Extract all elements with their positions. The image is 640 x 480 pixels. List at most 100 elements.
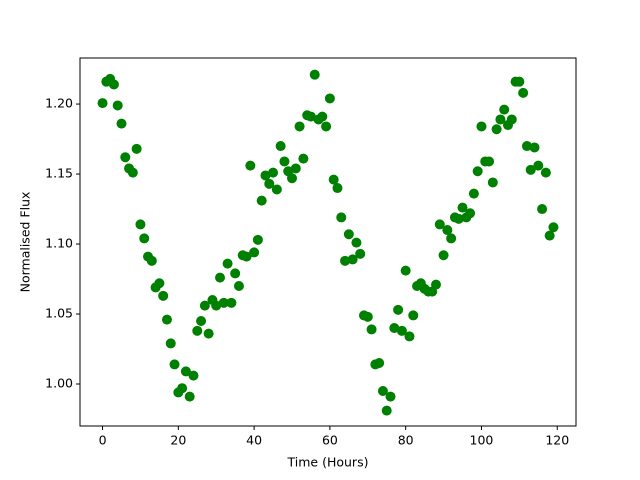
point (491, 124, 502, 135)
point (400, 265, 411, 276)
point (347, 254, 358, 265)
point (332, 183, 343, 194)
point (245, 160, 256, 171)
point (468, 188, 479, 199)
point (537, 204, 548, 215)
point (165, 338, 176, 349)
point (275, 141, 286, 152)
point (340, 255, 351, 266)
point (192, 325, 203, 336)
point (317, 111, 328, 122)
y-tick-label: 1.00 (45, 376, 73, 391)
point (230, 268, 241, 279)
plot-frame (79, 57, 577, 427)
point (499, 104, 510, 115)
point (241, 251, 252, 262)
point (196, 316, 207, 327)
point (518, 87, 529, 98)
y-axis-label: Normalised Flux (18, 192, 33, 293)
x-tick-label: 80 (398, 433, 414, 448)
point (120, 152, 131, 163)
point (268, 167, 279, 178)
point (453, 213, 464, 224)
point (116, 118, 127, 129)
point (305, 111, 316, 122)
point (112, 100, 123, 111)
point (108, 79, 119, 90)
point (188, 370, 199, 381)
point (233, 281, 244, 292)
point (465, 208, 476, 219)
point (279, 156, 290, 167)
y-tick-label: 1.05 (45, 306, 73, 321)
point (328, 174, 339, 185)
point (430, 279, 441, 290)
point (540, 167, 551, 178)
point (324, 93, 335, 104)
point (226, 297, 237, 308)
point (377, 386, 388, 397)
point (381, 405, 392, 416)
point (374, 358, 385, 369)
point (366, 324, 377, 335)
x-axis-label: Time (Hours) (287, 455, 369, 470)
point (385, 391, 396, 402)
point (264, 178, 275, 189)
point (287, 173, 298, 184)
point (154, 278, 165, 289)
point (525, 164, 536, 175)
point (294, 121, 305, 132)
point (336, 212, 347, 223)
point (355, 248, 366, 259)
point (408, 310, 419, 321)
y-tick-label: 1.10 (45, 236, 73, 251)
x-tick-label: 100 (470, 433, 494, 448)
point (484, 156, 495, 167)
point (442, 225, 453, 236)
point (404, 331, 415, 342)
point (215, 272, 226, 283)
x-tick-label: 0 (99, 433, 107, 448)
point (487, 177, 498, 188)
point (548, 222, 559, 233)
point (249, 247, 260, 258)
y-tick-label: 1.15 (45, 166, 73, 181)
point (211, 300, 222, 311)
point (533, 160, 544, 171)
point (218, 297, 229, 308)
point (298, 153, 309, 164)
point (158, 290, 169, 301)
x-tick-label: 60 (322, 433, 338, 448)
point (256, 195, 267, 206)
point (131, 143, 142, 154)
point (146, 255, 157, 266)
point (321, 121, 332, 132)
point (446, 233, 457, 244)
point (97, 98, 108, 109)
point (472, 166, 483, 177)
point (169, 359, 180, 370)
point (199, 300, 210, 311)
y-tick-label: 1.20 (45, 96, 73, 111)
point (180, 366, 191, 377)
point (260, 170, 271, 181)
point (457, 202, 468, 213)
point (309, 69, 320, 80)
point (544, 230, 555, 241)
point (139, 233, 150, 244)
point (389, 323, 400, 334)
point (434, 219, 445, 230)
point (529, 142, 540, 153)
point (438, 250, 449, 261)
point (514, 76, 525, 87)
point (506, 114, 517, 125)
point (161, 314, 172, 325)
point (362, 311, 373, 322)
point (184, 391, 195, 402)
x-tick-label: 120 (545, 433, 569, 448)
point (203, 328, 214, 339)
point (495, 114, 506, 125)
point (521, 141, 532, 152)
point (396, 325, 407, 336)
